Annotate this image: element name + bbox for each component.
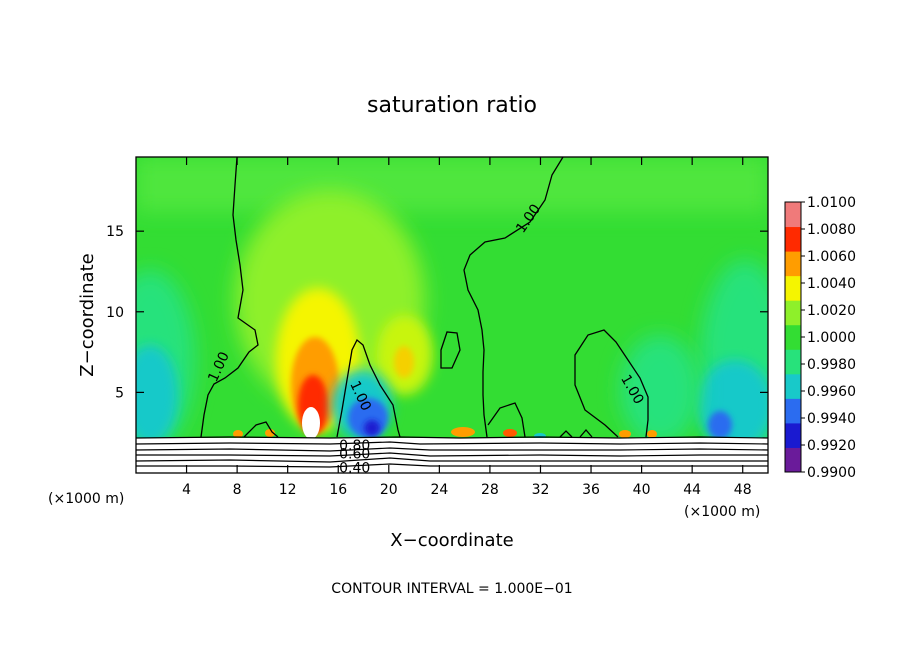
surface-orange-patch-1	[233, 430, 243, 438]
contour-line-1-00-small-1	[559, 430, 573, 438]
x-tick-label: 24	[430, 482, 448, 498]
contour-label: 0.80	[339, 438, 370, 454]
colorbar-swatch	[785, 447, 801, 473]
x-tick-label: 36	[582, 482, 600, 498]
surface-orange-patch-4	[503, 429, 517, 437]
colorbar: 1.0100 1.0080 1.0060 1.0040 1.0020 1.0000 0.99…	[784, 195, 856, 481]
colorbar-swatch	[785, 349, 801, 375]
central-darkblue-patch	[364, 420, 380, 436]
upper-light-band	[136, 157, 768, 212]
right-teal-region	[697, 360, 768, 450]
x-tick-label: 28	[481, 482, 499, 498]
colorbar-label: 1.0060	[807, 249, 856, 265]
heatmap-field	[136, 157, 768, 473]
surface-orange-patch-2	[265, 429, 275, 437]
x-tick-label: 8	[233, 482, 242, 498]
plot-frame	[135, 156, 769, 474]
x-tick-label: 16	[329, 482, 347, 498]
x-tick-label: 4	[182, 482, 191, 498]
y-tick-label: 10	[106, 305, 124, 321]
colorbar-swatch	[785, 422, 801, 448]
contour-line-1-00-loop-c	[487, 402, 526, 438]
y-tick-label: 5	[115, 385, 124, 401]
main-white-core	[302, 407, 320, 439]
contour-line-1-00-small-2	[579, 429, 593, 438]
right-blue-patch	[708, 411, 732, 439]
x-unit-right: (×1000 m)	[684, 504, 760, 520]
colorbar-label: 0.9980	[807, 357, 856, 373]
contour-line-1-00-loop-b	[440, 331, 461, 369]
contour-line-1-00-loop-d	[574, 329, 649, 438]
ground-contours	[135, 436, 769, 468]
mid-cyan-region	[620, 335, 700, 445]
contour-line-1-00-right	[463, 157, 564, 438]
contour-label-text: 0.80	[339, 438, 370, 454]
secondary-orange-patch	[394, 346, 414, 378]
contour-label-text: 0.40	[339, 460, 370, 476]
x-tick-label: 20	[380, 482, 398, 498]
surface-orange-patch-6	[647, 430, 657, 438]
contour-line-1-00-left	[200, 157, 259, 438]
colorbar-swatch	[785, 373, 801, 399]
colorbar-label: 1.0000	[807, 330, 856, 346]
ground-contour-5	[135, 457, 768, 463]
contour-line-1-00-loop-a	[243, 421, 279, 438]
ground-contour-4	[136, 452, 768, 457]
left-teal-region	[136, 345, 178, 445]
surface-orange-patch-5	[619, 430, 631, 438]
ground-contour-2	[135, 441, 769, 445]
colorbar-label: 1.0040	[807, 276, 856, 292]
x-axis-ticks: 4 8 12 16 20 24 28 32 36 40 44 48	[182, 157, 752, 498]
colorbar-label: 0.9900	[807, 465, 856, 481]
colorbar-swatch	[785, 275, 801, 301]
colorbar-label: 0.9960	[807, 384, 856, 400]
colorbar-swatch	[785, 251, 801, 277]
colorbar-label: 0.9940	[807, 411, 856, 427]
colorbar-swatch	[785, 226, 801, 252]
contour-label: 0.40	[339, 460, 370, 476]
ground-contour-1	[135, 436, 769, 439]
surface-orange-patch-3	[451, 427, 475, 437]
colorbar-swatch	[785, 202, 801, 228]
colorbar-label: 1.0020	[807, 303, 856, 319]
colorbar-label: 0.9920	[807, 438, 856, 454]
x-axis-label: X−coordinate	[390, 530, 513, 551]
contour-line-1-00-center	[336, 338, 401, 438]
ground-contour-3	[135, 447, 769, 452]
chart-title: saturation ratio	[367, 93, 537, 118]
colorbar-label: 1.0080	[807, 222, 856, 238]
contour-label: 0.60	[339, 447, 370, 463]
x-tick-label: 40	[633, 482, 651, 498]
colorbar-swatch	[785, 324, 801, 350]
x-tick-label: 44	[683, 482, 701, 498]
x-tick-label: 12	[279, 482, 297, 498]
y-axis-ticks: 5 10 15	[106, 224, 768, 401]
colorbar-swatch	[785, 398, 801, 424]
colorbar-swatch	[785, 300, 801, 326]
ground-contour-6	[136, 463, 768, 468]
y-axis-label: Z−coordinate	[77, 253, 98, 376]
x-tick-label: 32	[532, 482, 550, 498]
contour-interval-note: CONTOUR INTERVAL = 1.000E−01	[331, 581, 572, 597]
contour-lines	[200, 157, 649, 438]
colorbar-label: 1.0100	[807, 195, 856, 211]
contour-label-text: 0.60	[339, 447, 370, 463]
y-tick-label: 15	[106, 224, 124, 240]
x-unit-left: (×1000 m)	[48, 491, 124, 507]
x-tick-label: 48	[734, 482, 752, 498]
